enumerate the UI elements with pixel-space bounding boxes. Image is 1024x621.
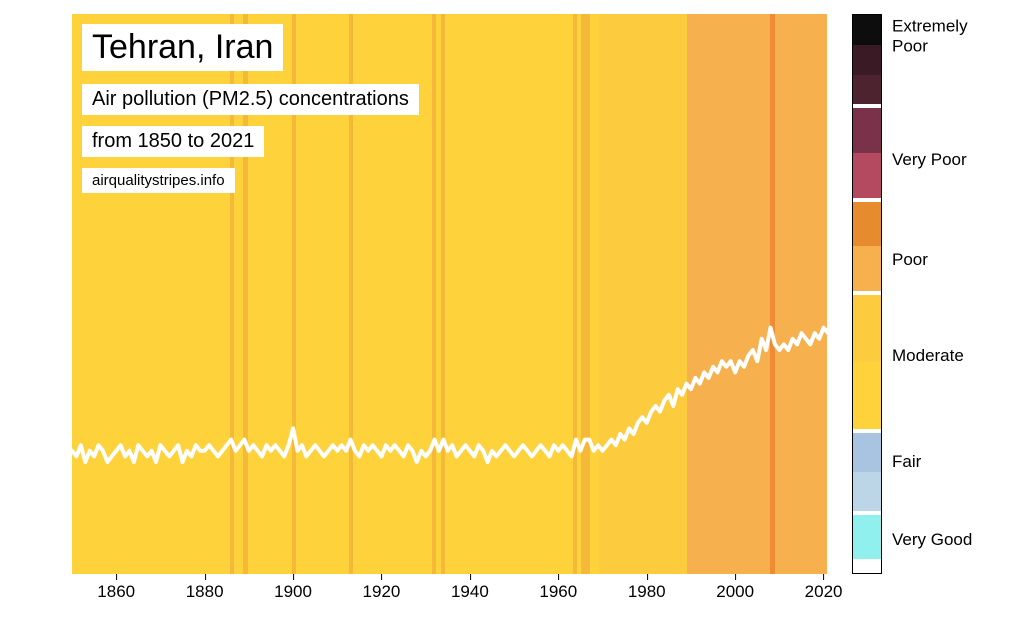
- legend-segment: [853, 295, 881, 429]
- legend-label: Moderate: [892, 346, 964, 366]
- x-tick: 1920: [363, 578, 401, 602]
- x-tick: 1960: [539, 578, 577, 602]
- x-tick: 1880: [186, 578, 224, 602]
- chart-range: from 1850 to 2021: [82, 126, 264, 157]
- x-axis: 186018801900192019401960198020002020: [72, 578, 828, 608]
- x-tick: 1900: [274, 578, 312, 602]
- x-tick: 2020: [805, 578, 843, 602]
- legend-label: Very Good: [892, 531, 972, 551]
- legend-segment: [853, 108, 881, 197]
- legend-segment: [853, 202, 881, 291]
- legend-label: ExtremelyPoor: [892, 17, 968, 56]
- x-tick: 1980: [628, 578, 666, 602]
- chart-credit: airqualitystripes.info: [82, 168, 235, 193]
- legend-labels: ExtremelyPoor Very Poor Poor Moderate Fair Ve…: [892, 14, 1012, 574]
- legend-colorbar: [852, 14, 882, 574]
- chart-subtitle: Air pollution (PM2.5) concentrations: [82, 84, 419, 115]
- x-tick: 1940: [451, 578, 489, 602]
- chart-area: Tehran, Iran Air pollution (PM2.5) conce…: [72, 14, 828, 574]
- x-tick: 1860: [97, 578, 135, 602]
- legend-segment: [853, 15, 881, 104]
- chart-title: Tehran, Iran: [82, 24, 283, 71]
- legend-label: Poor: [892, 251, 928, 271]
- legend-label: Very Poor: [892, 150, 967, 170]
- legend-label: Fair: [892, 452, 921, 472]
- legend-segment: [853, 515, 881, 560]
- x-tick: 2000: [716, 578, 754, 602]
- legend-segment: [853, 433, 881, 511]
